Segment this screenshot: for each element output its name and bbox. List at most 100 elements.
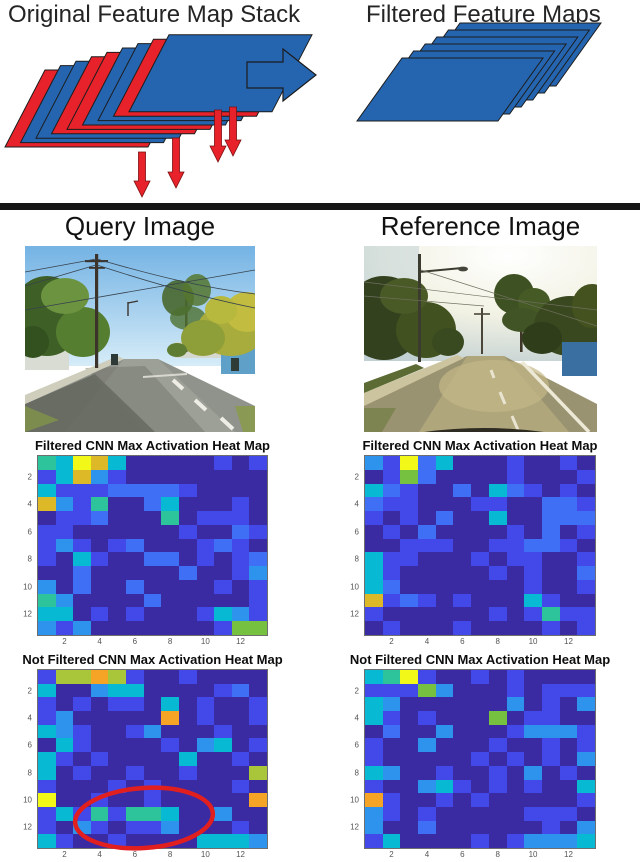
heatmap-cell	[418, 621, 436, 635]
heatmap-cell	[382, 697, 401, 712]
heatmap-cell	[453, 683, 472, 698]
heatmap-cell	[231, 670, 250, 684]
heatmap-cell	[488, 524, 507, 539]
heatmap-cell	[126, 752, 144, 766]
heatmap-cell	[471, 552, 489, 567]
heatmap-cell	[196, 538, 215, 553]
heatmap-cell	[90, 738, 109, 753]
x-tick-label: 12	[564, 637, 573, 646]
heatmap-cell	[524, 711, 542, 725]
heatmap-cell	[471, 738, 489, 753]
filtered-feature-stack	[356, 22, 602, 122]
heatmap-cell	[90, 670, 109, 684]
heatmap-cell	[178, 738, 197, 753]
heatmap-cell	[382, 566, 401, 580]
heatmap-cell	[126, 621, 144, 635]
heatmap-cell	[55, 456, 74, 470]
heatmap-cell	[231, 806, 250, 821]
x-tick-label: 4	[424, 637, 430, 646]
heatmap-cell	[196, 683, 215, 698]
heatmap-cell	[577, 765, 595, 780]
heatmap-cell	[435, 566, 454, 580]
heatmap-cell	[418, 483, 436, 498]
heatmap-cell	[73, 579, 91, 594]
heatmap-cell	[73, 607, 91, 622]
heatmap-cell	[577, 738, 595, 753]
y-tick-label: 12	[350, 822, 359, 832]
heatmap-cell	[249, 552, 267, 567]
heatmap-cell	[541, 724, 560, 739]
heatmap-cell	[161, 552, 179, 567]
query-image-title: Query Image	[64, 211, 216, 241]
heatmap-cell	[90, 834, 109, 848]
heatmap-cell	[55, 511, 74, 525]
heatmap-cell	[435, 497, 454, 512]
heatmap-cell	[400, 469, 419, 484]
heatmap-cell	[541, 579, 560, 594]
y-tick-label: 8	[27, 768, 32, 778]
heatmap-cell	[126, 683, 144, 698]
heatmap-cell	[38, 793, 56, 807]
heatmap-cell	[214, 469, 232, 484]
heatmap-cell	[231, 683, 250, 698]
heatmap-cell	[541, 511, 560, 525]
heatmap-cell	[161, 711, 179, 725]
heatmap-cell	[541, 524, 560, 539]
heatmap-cell	[365, 579, 383, 594]
heatmap-cell	[365, 752, 383, 766]
heatmap-cell	[55, 724, 74, 739]
heatmap-cell	[506, 483, 525, 498]
heatmap-cell	[90, 511, 109, 525]
heatmap-cell	[38, 497, 56, 512]
x-tick-label: 8	[495, 850, 500, 859]
heatmap-cell	[231, 483, 250, 498]
heatmap-cell	[506, 752, 525, 766]
heatmap-cell	[161, 483, 179, 498]
heatmap-cell	[506, 711, 525, 725]
heatmap-cell	[178, 538, 197, 553]
heatmap-cell	[231, 793, 250, 807]
heatmap-cell	[196, 820, 215, 835]
heatmap-cell	[418, 593, 436, 608]
heatmap-cell	[400, 552, 419, 567]
heatmap-cell	[435, 711, 454, 725]
heatmap-cell	[73, 697, 91, 712]
heatmap-cell	[471, 524, 489, 539]
heatmap-grid	[365, 456, 595, 635]
heatmap-cell	[524, 607, 542, 622]
heatmap-cell	[524, 670, 542, 684]
heatmap-cell	[400, 538, 419, 553]
heatmap-cell	[108, 724, 127, 739]
heatmap-cell	[488, 538, 507, 553]
heatmap-cell	[214, 483, 232, 498]
heatmap-cell	[214, 779, 232, 794]
heatmap-cell	[524, 593, 542, 608]
heatmap-cell	[108, 834, 127, 848]
heatmap-cell	[214, 806, 232, 821]
y-tick-label: 10	[350, 795, 359, 805]
heatmap-cell	[196, 456, 215, 470]
heatmap-cell	[418, 456, 436, 470]
y-tick-label: 8	[354, 768, 359, 778]
heatmap-cell	[196, 752, 215, 766]
filter-arrow	[246, 47, 317, 103]
heatmap-cell	[435, 738, 454, 753]
heatmap-cell	[90, 779, 109, 794]
heatmap-cell	[453, 670, 472, 684]
heatmap-cell	[143, 779, 162, 794]
heatmap-cell	[524, 834, 542, 848]
heatmap-cell	[524, 779, 542, 794]
heatmap-cell	[577, 806, 595, 821]
heatmap-cell	[108, 806, 127, 821]
heatmap-cell	[577, 793, 595, 807]
heatmap-cell	[488, 593, 507, 608]
heatmap-cell	[453, 566, 472, 580]
heatmap-cell	[143, 469, 162, 484]
heatmap-cell	[90, 711, 109, 725]
heatmap-cell	[488, 711, 507, 725]
heatmap-cell	[161, 752, 179, 766]
heatmap-cell	[382, 765, 401, 780]
heatmap-cell	[559, 793, 578, 807]
heatmap-cell	[108, 779, 127, 794]
heatmap-cell	[471, 834, 489, 848]
